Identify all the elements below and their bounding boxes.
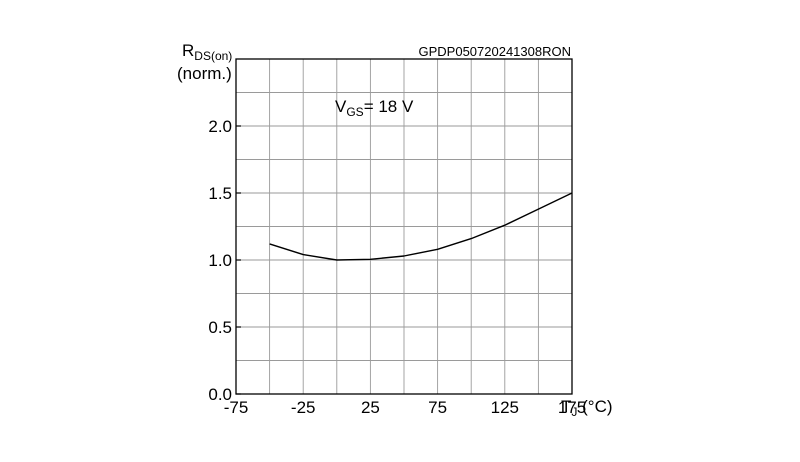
grid	[236, 59, 572, 394]
annotation-main: V	[335, 97, 347, 116]
y-axis-label-main: R	[182, 41, 194, 60]
annotation-value: = 18 V	[364, 97, 414, 116]
x-tick-label: -25	[291, 398, 316, 417]
y-tick-label: 0.5	[208, 318, 232, 337]
series-group	[269, 192, 573, 261]
x-tick-label: -75	[224, 398, 249, 417]
y-axis-unit: (norm.)	[177, 64, 232, 83]
y-tick-label: 2.0	[208, 117, 232, 136]
y-tick-label: 1.0	[208, 251, 232, 270]
y-axis-label-sub: DS(on)	[194, 49, 232, 63]
x-tick-label: 125	[491, 398, 519, 417]
x-axis-label-main: T	[561, 397, 571, 416]
y-axis-label: RDS(on)	[182, 41, 232, 63]
x-tick-label: 25	[361, 398, 380, 417]
y-tick-marks	[236, 125, 241, 395]
x-axis-label: TJ (°C)	[561, 397, 613, 419]
y-tick-labels: 0.0 0.5 1.0 1.5 2.0	[208, 117, 232, 404]
x-tick-label: 75	[428, 398, 447, 417]
annotation: VGS= 18 V	[335, 97, 414, 119]
x-axis-label-sub: J	[571, 405, 577, 419]
y-tick-label: 1.5	[208, 184, 232, 203]
x-axis-label-unit: (°C)	[577, 397, 612, 416]
y-tick-label: 0.0	[208, 385, 232, 404]
series-line-0	[269, 192, 573, 261]
doc-code: GPDP050720241308RON	[419, 44, 572, 59]
x-tick-label: 175	[558, 398, 586, 417]
x-tick-labels: -75 -25 25 75 125 175	[224, 398, 586, 417]
plot-frame	[235, 58, 573, 395]
annotation-sub: GS	[346, 105, 363, 119]
